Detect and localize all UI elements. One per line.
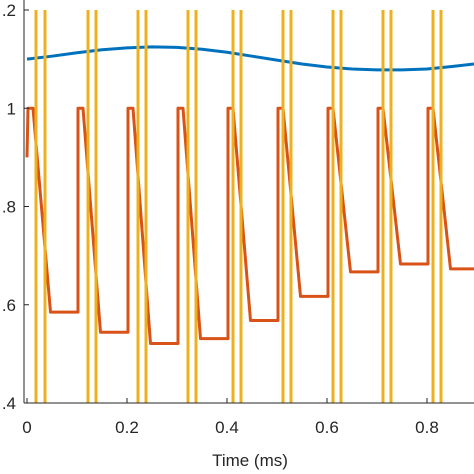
y-tick-label: .2 (2, 1, 16, 20)
x-tick-label: 0.2 (115, 418, 139, 437)
y-tick-label: .4 (2, 394, 16, 413)
y-tick-label: .6 (2, 296, 16, 315)
y-tick-label: .8 (2, 198, 16, 217)
x-tick-label: 0.8 (415, 418, 439, 437)
data-line (26, 45, 474, 72)
data-line (25, 106, 474, 346)
x-tick-label: 0 (22, 418, 31, 437)
x-axis-label: Time (ms) (212, 451, 288, 470)
x-tick-label: 0.6 (315, 418, 339, 437)
y-tick-label: 1 (7, 99, 16, 118)
x-tick-label: 0.4 (215, 418, 239, 437)
